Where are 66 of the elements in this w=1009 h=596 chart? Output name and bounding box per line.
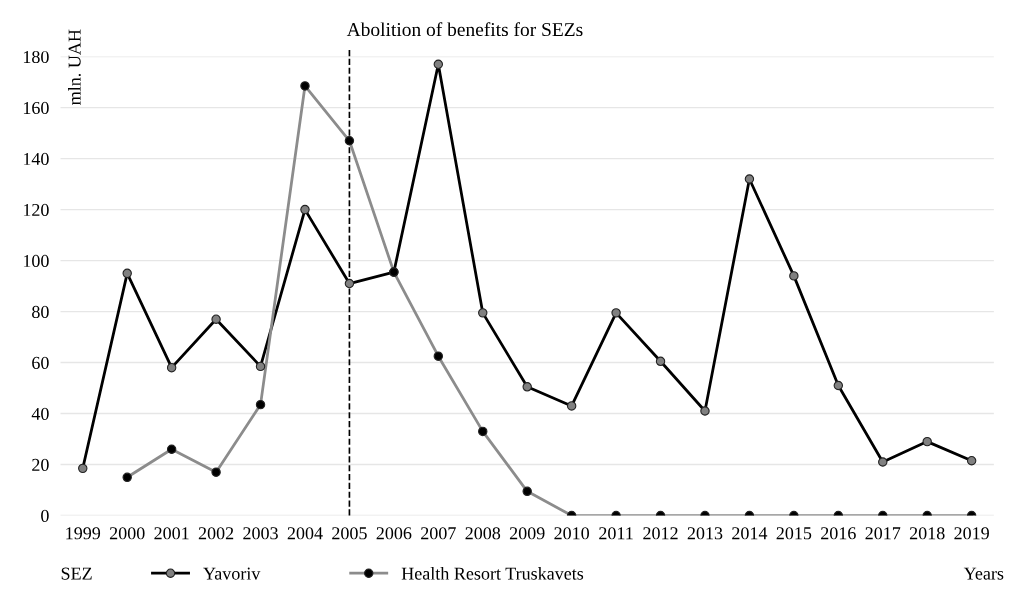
point: [966, 456, 977, 466]
point: [300, 204, 310, 215]
x-tick-label: 2012: [643, 527, 678, 540]
x-tick-label: 2004: [287, 527, 323, 540]
x-tick-label: 2016: [821, 527, 856, 540]
x-tick-label: 2011: [599, 527, 633, 540]
point: [922, 436, 932, 447]
y-tick-label: 140: [23, 152, 49, 166]
point: [433, 351, 444, 361]
legend-label: Health Resort Truskavets: [401, 567, 584, 580]
point: [166, 444, 177, 454]
x-tick-label: 2002: [198, 527, 234, 540]
point: [300, 81, 310, 91]
point: [255, 361, 266, 372]
point: [211, 467, 221, 477]
point: [522, 486, 532, 497]
point: [700, 406, 710, 416]
point: [655, 356, 666, 367]
point: [789, 271, 799, 281]
x-tick-label: 2018: [909, 527, 945, 540]
y-tick-label: 120: [23, 203, 49, 217]
y-tick-label: 60: [32, 356, 49, 370]
x-tick-label: 2001: [154, 527, 189, 540]
x-tick-label: 2003: [243, 527, 278, 540]
y-tick-label: 20: [32, 458, 49, 471]
x-tick-label: 2019: [954, 527, 989, 540]
y-tick-label: 160: [23, 101, 49, 115]
x-tick-label: 2017: [865, 527, 901, 540]
x-tick-label: 2013: [687, 527, 723, 540]
point: [878, 457, 888, 467]
x-tick-label: 2015: [776, 527, 812, 540]
y-tick-label: 0: [41, 509, 49, 522]
point: [255, 399, 266, 410]
x-tick-label: 1999: [66, 527, 101, 540]
x-tick-label: 2005: [332, 527, 367, 540]
point: [833, 380, 844, 391]
y-tick-label: 180: [23, 50, 49, 64]
point: [344, 136, 355, 146]
legend-title: SEZ: [61, 567, 92, 580]
point: [522, 382, 532, 392]
point: [478, 426, 488, 437]
x-axis-title: Years: [963, 567, 1004, 580]
x-tick-label: 2009: [509, 527, 545, 540]
x-tick-label: 2006: [376, 527, 412, 540]
point: [478, 308, 488, 318]
point: [344, 278, 355, 289]
y-tick-label: 80: [32, 305, 49, 319]
y-tick-label: 100: [23, 254, 49, 268]
x-tick-label: 2007: [421, 527, 456, 540]
point: [122, 472, 132, 483]
ref-line-label: Abolition of benefits for SEZs: [346, 22, 583, 37]
x-tick-label: 2010: [554, 527, 590, 540]
y-tick-label: 40: [31, 407, 49, 420]
x-tick-label: 2000: [109, 527, 145, 540]
x-tick-label: 2014: [732, 527, 768, 540]
point: [611, 308, 621, 318]
point: [744, 174, 755, 184]
legend-label: Yavoriv: [203, 567, 261, 580]
point: [566, 401, 577, 411]
point: [166, 362, 177, 373]
point: [433, 59, 444, 69]
point: [211, 314, 221, 324]
y-axis-title: mln. UAH: [68, 29, 81, 105]
point: [78, 463, 88, 474]
point: [122, 268, 132, 279]
x-tick-label: 2008: [465, 527, 501, 540]
